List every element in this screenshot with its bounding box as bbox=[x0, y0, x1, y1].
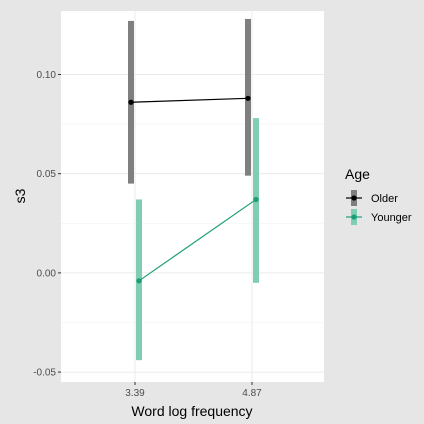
series-line-younger bbox=[138, 198, 257, 282]
data-point-younger bbox=[253, 196, 259, 203]
data-point-older bbox=[245, 95, 251, 101]
grid bbox=[61, 11, 324, 382]
legend-key-point-younger bbox=[351, 214, 357, 220]
x-tick-label: 4.87 bbox=[242, 388, 262, 399]
legend-title: Age bbox=[345, 166, 370, 182]
legend-label-older: Older bbox=[371, 193, 398, 205]
data-point-older bbox=[128, 99, 134, 105]
data-point-younger bbox=[136, 278, 142, 284]
x-tick-label: 3.39 bbox=[125, 388, 145, 399]
plot-panel bbox=[61, 11, 324, 382]
y-axis-label: s3 bbox=[12, 188, 28, 203]
legend-key-point-older bbox=[351, 195, 357, 201]
series-points bbox=[128, 95, 259, 284]
x-axis: 3.39 4.87 bbox=[125, 382, 262, 399]
y-tick-label: 0.05 bbox=[37, 169, 57, 180]
series-line-older bbox=[130, 97, 249, 103]
y-axis: -0.05 0.00 0.05 0.10 bbox=[33, 70, 61, 379]
y-tick-label: -0.05 bbox=[33, 368, 56, 379]
legend: Age Older Younger bbox=[345, 166, 412, 225]
series-lines bbox=[130, 97, 257, 282]
y-tick-label: 0.00 bbox=[37, 268, 57, 279]
legend-label-younger: Younger bbox=[371, 212, 412, 224]
y-tick-label: 0.10 bbox=[37, 70, 57, 81]
x-axis-label: Word log frequency bbox=[131, 403, 252, 419]
